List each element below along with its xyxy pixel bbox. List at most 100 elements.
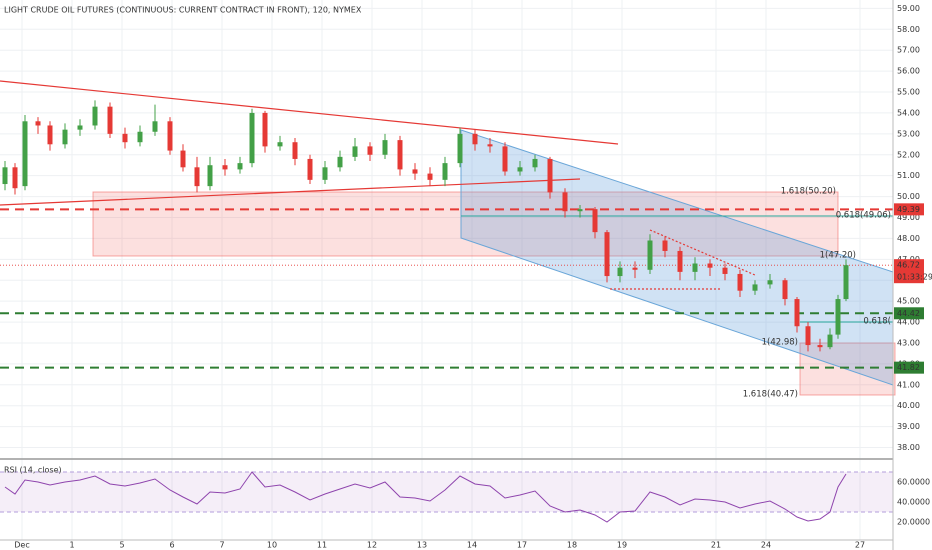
candle-body xyxy=(77,125,83,130)
candle-body xyxy=(167,121,173,151)
y-tick-label: 45.00 xyxy=(897,297,920,306)
x-tick-label: 5 xyxy=(119,541,124,550)
candle-body xyxy=(843,265,849,300)
candle-body xyxy=(827,334,833,348)
candle-body xyxy=(337,156,343,168)
y-tick-label: 52.00 xyxy=(897,150,920,159)
candle-body xyxy=(262,112,268,147)
y-tick-label: 49.00 xyxy=(897,213,920,222)
y-tick-label: 56.00 xyxy=(897,67,920,76)
candle-body xyxy=(22,121,28,187)
candle-body xyxy=(62,129,68,145)
chart-title: LIGHT CRUDE OIL FUTURES (CONTINUOUS: CUR… xyxy=(4,6,362,15)
candle-body xyxy=(617,267,623,277)
y-tick-label: 51.00 xyxy=(897,171,920,180)
candle-body xyxy=(397,140,403,170)
candle-body xyxy=(2,167,8,185)
price-tag-label: 41.82 xyxy=(897,363,920,372)
x-tick-label: 6 xyxy=(169,541,174,550)
grid xyxy=(0,0,893,540)
x-tick-label: 24 xyxy=(761,541,771,550)
fib-label: 1(47.20) xyxy=(820,251,856,261)
candle-body xyxy=(222,165,228,170)
countdown-label: 01:33:29 xyxy=(897,273,932,282)
price-tag xyxy=(894,259,924,284)
price-tag-label: 44.42 xyxy=(897,309,920,318)
candle-body xyxy=(647,240,653,270)
candle-body xyxy=(835,299,841,335)
candle-body xyxy=(752,284,758,291)
candle-body xyxy=(92,106,98,126)
rsi-title: RSI (14, close) xyxy=(4,466,62,475)
candle-body xyxy=(427,173,433,180)
y-tick-label: 40.00 xyxy=(897,401,920,410)
candle-body xyxy=(487,144,493,147)
candle-body xyxy=(767,280,773,285)
candle-body xyxy=(107,106,113,134)
candle-body xyxy=(472,133,478,145)
candle-body xyxy=(817,345,823,348)
candle-body xyxy=(662,240,668,251)
candle-body xyxy=(412,169,418,174)
fib-label: 0.618( xyxy=(863,317,891,327)
candle-body xyxy=(307,158,313,180)
candle-body xyxy=(180,150,186,168)
y-tick-label: 57.00 xyxy=(897,46,920,55)
rsi-band xyxy=(0,472,893,512)
x-tick-label: 1 xyxy=(69,541,74,550)
y-tick-label: 41.00 xyxy=(897,380,920,389)
candle-body xyxy=(152,121,158,132)
price-tag xyxy=(894,361,924,374)
candle-body xyxy=(322,167,328,180)
y-tick-label: 59.00 xyxy=(897,4,920,13)
price-tag-label: 46.72 xyxy=(897,261,920,270)
candles xyxy=(2,100,849,352)
candle-body xyxy=(737,273,743,291)
candle-body xyxy=(604,232,610,277)
candle-body xyxy=(592,209,598,233)
x-tick-label: Dec xyxy=(14,541,29,550)
candle-body xyxy=(292,142,298,159)
rsi-tick-label: 60.0000 xyxy=(897,478,930,487)
candle-body xyxy=(532,158,538,168)
candle-body xyxy=(632,267,638,270)
x-tick-label: 10 xyxy=(267,541,277,550)
candle-body xyxy=(677,250,683,272)
y-tick-label: 44.00 xyxy=(897,318,920,327)
rsi-pane xyxy=(0,471,893,523)
candle-body xyxy=(47,125,53,145)
x-tick-label: 14 xyxy=(467,541,477,550)
x-tick-label: 21 xyxy=(711,541,721,550)
candle-body xyxy=(122,133,128,143)
candle-body xyxy=(517,167,523,172)
trend-line xyxy=(0,80,619,145)
candle-body xyxy=(692,263,698,272)
fib-label: 0.618(49.06) xyxy=(836,211,891,221)
x-tick-label: 12 xyxy=(367,541,377,550)
candle-body xyxy=(207,165,213,187)
candle-body xyxy=(547,158,553,193)
price-tag xyxy=(894,203,924,216)
y-tick-label: 55.00 xyxy=(897,88,920,97)
x-tick-label: 17 xyxy=(517,541,527,550)
y-tick-label: 58.00 xyxy=(897,25,920,34)
price-tag-label: 49.39 xyxy=(897,205,920,214)
candle-body xyxy=(707,263,713,268)
candle-body xyxy=(352,146,358,157)
y-tick-label: 39.00 xyxy=(897,422,920,431)
candle-body xyxy=(237,163,243,170)
x-tick-label: 27 xyxy=(855,541,865,550)
x-tick-label: 13 xyxy=(417,541,427,550)
candle-body xyxy=(502,146,508,172)
axes: 38.0039.0040.0041.0042.0043.0044.0045.00… xyxy=(14,4,932,550)
candle-body xyxy=(805,326,811,346)
candle-body xyxy=(12,167,18,189)
fib-zone xyxy=(92,191,839,257)
y-tick-label: 48.00 xyxy=(897,234,920,243)
candle-body xyxy=(442,163,448,180)
candle-body xyxy=(457,133,463,164)
fib-label: 1.618(40.47) xyxy=(743,390,798,400)
y-tick-label: 53.00 xyxy=(897,129,920,138)
x-tick-label: 7 xyxy=(219,541,224,550)
